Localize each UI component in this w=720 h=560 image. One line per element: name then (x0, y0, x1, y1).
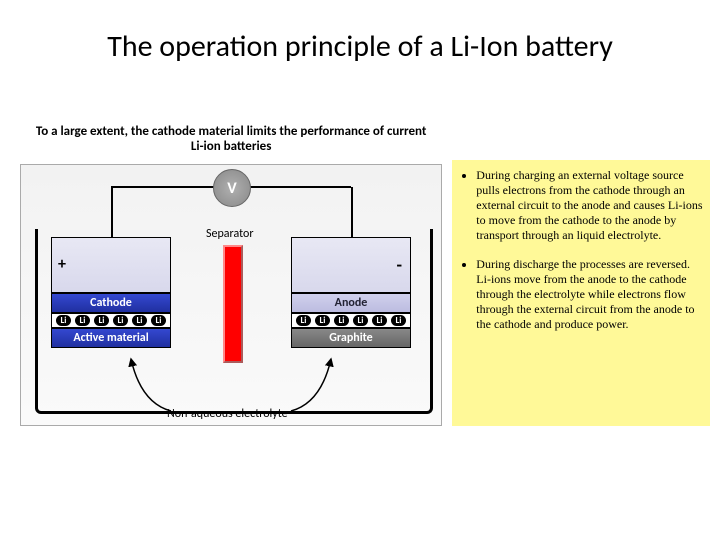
cathode-li-row: LiLiLiLiLiLi (51, 313, 171, 328)
wire-left (111, 187, 113, 237)
anode-li-row: LiLiLiLiLiLi (291, 313, 411, 328)
voltmeter-label: V (227, 179, 236, 198)
voltmeter: V (213, 169, 251, 207)
separator (223, 245, 243, 363)
electrolyte-label: Non-aqueous electrolyte (167, 407, 288, 421)
notes-panel: During charging an external voltage sour… (452, 160, 710, 426)
anode-terminal: - (291, 237, 411, 293)
cathode-terminal: + (51, 237, 171, 293)
anode-active: Graphite (291, 328, 411, 348)
slide-title: The operation principle of a Li-Ion batt… (0, 20, 720, 65)
separator-label: Separator (206, 227, 254, 241)
anode-label: Anode (291, 293, 411, 313)
cell-graphic: V Separator + Cathode LiLiLiLiLiLi Activ… (20, 164, 442, 426)
slide: The operation principle of a Li-Ion batt… (0, 20, 720, 560)
diagram-statement: To a large extent, the cathode material … (10, 120, 452, 164)
electrolyte-arrow-right (281, 353, 341, 420)
li-ion: Li (296, 315, 310, 326)
note-item: During charging an external voltage sour… (476, 168, 704, 243)
cathode-label: Cathode (51, 293, 171, 313)
battery-diagram: To a large extent, the cathode material … (10, 120, 452, 426)
li-ion: Li (56, 315, 70, 326)
cathode-active: Active material (51, 328, 171, 348)
note-item: During discharge the processes are rever… (476, 257, 704, 332)
content-row: To a large extent, the cathode material … (10, 120, 710, 426)
anode-stack: - Anode LiLiLiLiLiLi Graphite (291, 237, 411, 348)
wire-right (351, 187, 353, 237)
cathode-stack: + Cathode LiLiLiLiLiLi Active material (51, 237, 171, 348)
